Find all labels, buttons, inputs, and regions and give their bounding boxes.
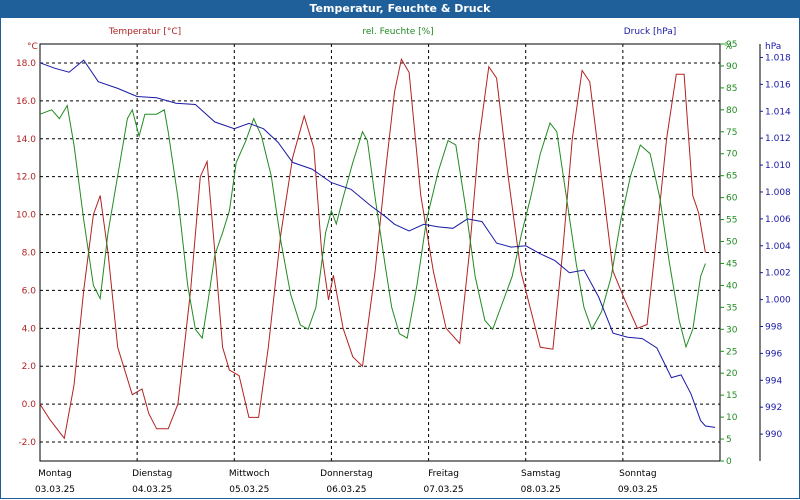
temperature-tick-label: 4.0: [22, 324, 37, 334]
humidity-tick-label: 45: [726, 259, 737, 269]
humidity-tick-label: 55: [726, 216, 737, 226]
temperature-tick-label: -2.0: [18, 438, 36, 448]
humidity-tick-label: 95: [726, 40, 737, 50]
temperature-tick-label: 16.0: [16, 97, 36, 107]
chart-title: Temperatur, Feuchte & Druck: [0, 0, 800, 18]
humidity-tick-label: 75: [726, 128, 737, 138]
humidity-tick-label: 20: [726, 369, 738, 379]
humidity-tick-label: 50: [726, 238, 738, 248]
humidity-tick-label: 0: [726, 457, 732, 467]
pressure-tick-label: 1.006: [765, 215, 791, 225]
day-date-label: 05.03.25: [229, 485, 269, 495]
pressure-series-line: [39, 59, 716, 428]
day-date-label: 04.03.25: [132, 485, 172, 495]
day-name-label: Mittwoch: [229, 469, 270, 479]
temperature-tick-label: 14.0: [16, 135, 36, 145]
day-date-label: 03.03.25: [35, 485, 75, 495]
humidity-tick-label: 85: [726, 84, 737, 94]
humidity-tick-label: 10: [726, 413, 738, 423]
day-name-label: Samstag: [521, 469, 560, 479]
pressure-tick-label: 1.014: [765, 107, 791, 117]
legend-temperature: Temperatur [°C]: [108, 27, 181, 37]
temperature-tick-label: 10.0: [16, 211, 36, 221]
pressure-tick-label: 1.004: [765, 242, 791, 252]
pressure-tick-label: 992: [765, 403, 782, 413]
pressure-tick-label: 1.010: [765, 161, 791, 171]
day-date-label: 09.03.25: [618, 485, 658, 495]
humidity-series-line: [39, 104, 706, 349]
tick-labels: -2.0 0.0 2.0 4.0 6.0 8.0 10.0 12.0 14.0 16.0 18.0 0…: [16, 40, 791, 495]
day-name-label: Dienstag: [132, 469, 172, 479]
humidity-tick-label: 15: [726, 391, 737, 401]
grid: [40, 44, 720, 461]
temperature-tick-label: 8.0: [22, 249, 37, 259]
plot-border: [39, 43, 721, 462]
pressure-tick-label: 1.002: [765, 269, 791, 279]
day-date-label: 07.03.25: [424, 485, 464, 495]
series-lines: [39, 57, 716, 440]
humidity-tick-label: 70: [726, 150, 738, 160]
pressure-unit-label: hPa: [765, 42, 781, 52]
humidity-tick-label: 90: [726, 62, 738, 72]
day-date-label: 08.03.25: [521, 485, 561, 495]
humidity-tick-label: 5: [726, 435, 732, 445]
pressure-tick-label: 1.012: [765, 134, 791, 144]
pressure-tick-label: 998: [765, 322, 782, 332]
pressure-tick-label: 1.018: [765, 53, 791, 63]
legend-humidity: rel. Feuchte [%]: [362, 27, 433, 37]
temperature-unit-label: °C: [27, 42, 38, 52]
day-name-label: Montag: [38, 469, 72, 479]
humidity-tick-label: 40: [726, 281, 738, 291]
temperature-tick-label: 18.0: [16, 59, 36, 69]
pressure-tick-label: 1.016: [765, 80, 791, 90]
temperature-tick-label: 0.0: [22, 400, 37, 410]
pressure-tick-label: 994: [765, 376, 782, 386]
humidity-tick-label: 35: [726, 303, 737, 313]
temperature-tick-label: 2.0: [22, 362, 37, 372]
pressure-tick-label: 1.008: [765, 188, 791, 198]
day-name-label: Freitag: [428, 469, 459, 479]
humidity-unit-label: %: [724, 42, 733, 52]
day-name-label: Sonntag: [619, 469, 656, 479]
pressure-tick-label: 990: [765, 430, 782, 440]
pressure-tick-label: 1.000: [765, 296, 791, 306]
humidity-tick-label: 65: [726, 172, 737, 182]
humidity-tick-label: 80: [726, 106, 738, 116]
pressure-tick-label: 996: [765, 349, 782, 359]
temperature-tick-label: 12.0: [16, 173, 36, 183]
day-name-label: Donnerstag: [320, 469, 373, 479]
humidity-tick-label: 60: [726, 194, 738, 204]
temperature-tick-label: 6.0: [22, 286, 37, 296]
day-date-label: 06.03.25: [326, 485, 366, 495]
temperature-series-line: [39, 57, 706, 440]
humidity-tick-label: 30: [726, 325, 738, 335]
legend-pressure: Druck [hPa]: [624, 27, 677, 37]
humidity-tick-label: 25: [726, 347, 737, 357]
